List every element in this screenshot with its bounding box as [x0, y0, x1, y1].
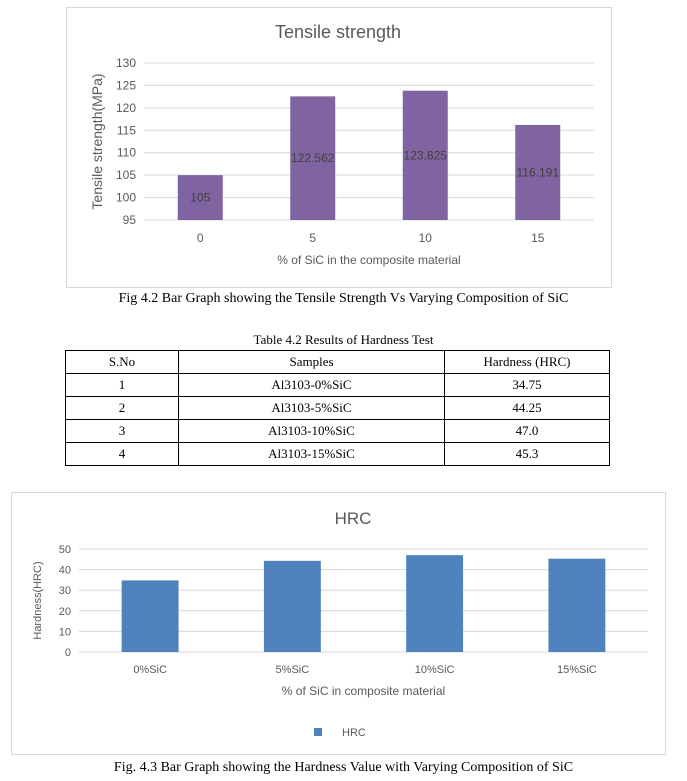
cell-hardness: 34.75 — [444, 373, 610, 397]
y-tick-label: 130 — [116, 56, 136, 70]
cell-sample: Al3103-0%SiC — [178, 373, 445, 397]
figure-4-3-caption: Fig. 4.3 Bar Graph showing the Hardness … — [113, 760, 574, 775]
hardness-chart: HRC 0 10 20 30 40 50 0%SiC 5%SiC 10%SiC 15%SiC % of… — [11, 492, 666, 755]
y-tick-label: 10 — [59, 626, 71, 638]
y-tick-label: 30 — [59, 585, 71, 597]
y-tick-label: 20 — [59, 606, 71, 618]
x-tick-label: 10%SiC — [415, 664, 455, 676]
chart-title: Tensile strength — [275, 22, 401, 42]
header-hardness: Hardness (HRC) — [444, 350, 610, 374]
cell-sample: Al3103-5%SiC — [178, 396, 445, 420]
x-tick-label: 15%SiC — [557, 664, 597, 676]
cell-sno: 3 — [65, 419, 179, 443]
x-tick-label: 0 — [197, 231, 204, 245]
table-row: 4 Al3103-15%SiC 45.3 — [65, 442, 610, 466]
y-tick-label: 50 — [59, 544, 71, 556]
y-tick-label: 105 — [116, 168, 136, 182]
hardness-results-table: S.No Samples Hardness (HRC) 1 Al3103-0%S… — [65, 350, 610, 466]
bar — [406, 555, 464, 652]
chart-title: HRC — [335, 509, 372, 528]
tensile-strength-chart-svg: Tensile strength951001051101151201251300… — [89, 22, 594, 267]
figure-4-2-caption: Fig 4.2 Bar Graph showing the Tensile St… — [118, 291, 569, 306]
y-tick-label: 110 — [117, 146, 136, 160]
cell-sample: Al3103-10%SiC — [178, 419, 445, 443]
data-label: 122.562 — [291, 151, 335, 165]
legend-marker — [314, 728, 322, 736]
bar — [402, 90, 448, 221]
y-tick-label: 95 — [123, 213, 137, 227]
cell-hardness: 45.3 — [444, 442, 610, 466]
y-tick-label: 125 — [116, 78, 136, 92]
y-axis-label: Tensile strength(MPa) — [89, 73, 105, 209]
table-4-2-title: Table 4.2 Results of Hardness Test — [253, 332, 434, 347]
bar — [177, 175, 223, 220]
cell-sno: 1 — [65, 373, 179, 397]
legend-label: HRC — [342, 727, 366, 739]
bar — [263, 560, 321, 652]
cell-sample: Al3103-15%SiC — [178, 442, 445, 466]
bar — [290, 96, 336, 220]
hardness-chart-svg: HRC 0 10 20 30 40 50 0%SiC 5%SiC 10%SiC 15%SiC % of… — [32, 509, 648, 739]
bar — [548, 558, 606, 652]
y-tick-label: 100 — [116, 191, 136, 205]
x-tick-label: 5 — [309, 231, 316, 245]
x-tick-label: 10 — [419, 231, 433, 245]
x-axis-label: % of SiC in the composite material — [277, 253, 460, 267]
cell-sno: 2 — [65, 396, 179, 420]
table-row: 3 Al3103-10%SiC 47.0 — [65, 419, 610, 443]
data-label: 123.825 — [404, 148, 448, 162]
header-samples: Samples — [178, 350, 445, 374]
y-tick-label: 115 — [117, 123, 136, 137]
tensile-strength-chart: Tensile strength 95 100 105 110 115 120 125 130 0… — [66, 7, 612, 288]
y-tick-label: 0 — [65, 647, 71, 659]
table-row: 2 Al3103-5%SiC 44.25 — [65, 396, 610, 420]
y-tick-label: 120 — [116, 101, 136, 115]
bar — [121, 580, 179, 652]
header-sno: S.No — [65, 350, 179, 374]
cell-hardness: 47.0 — [444, 419, 610, 443]
cell-sno: 4 — [65, 442, 179, 466]
x-tick-label: 5%SiC — [276, 664, 310, 676]
x-tick-label: 0%SiC — [133, 664, 167, 676]
bar — [515, 124, 561, 220]
y-tick-label: 40 — [59, 565, 71, 577]
table-row: 1 Al3103-0%SiC 34.75 — [65, 373, 610, 397]
table-header-row: S.No Samples Hardness (HRC) — [65, 350, 610, 374]
data-label: 116.191 — [517, 165, 560, 179]
data-label: 105 — [190, 191, 210, 205]
y-axis-label: Hardness(HRC) — [32, 561, 44, 639]
x-tick-label: 15 — [531, 231, 545, 245]
x-axis-label: % of SiC in composite material — [282, 684, 445, 698]
cell-hardness: 44.25 — [444, 396, 610, 420]
